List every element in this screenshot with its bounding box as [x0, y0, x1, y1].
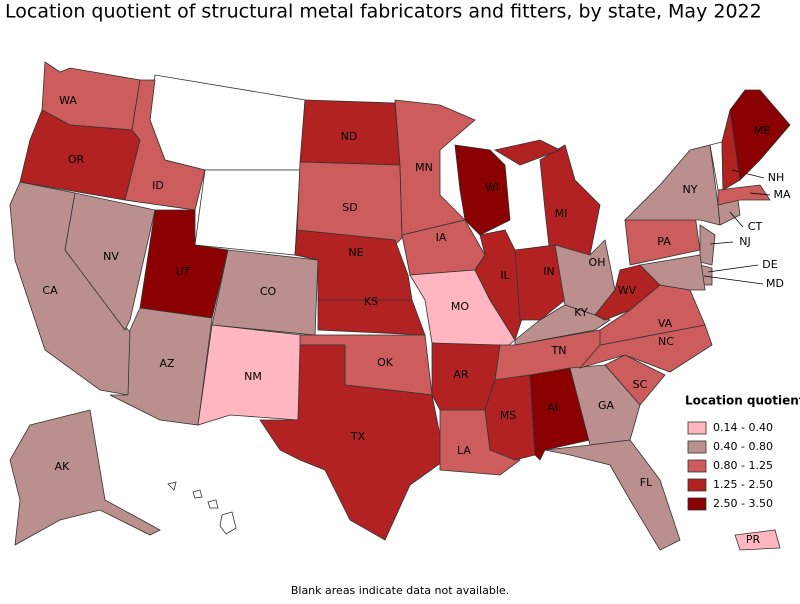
state-label: VA — [658, 317, 673, 330]
state-label: IN — [543, 265, 554, 278]
state-label: NC — [658, 335, 674, 348]
legend-swatch — [687, 459, 707, 473]
state-shape — [544, 439, 681, 551]
legend: 0.14 - 0.40 0.40 - 0.80 0.80 - 1.25 1.25 - … — [687, 421, 773, 511]
hawaii — [167, 481, 237, 535]
legend-swatch — [687, 440, 707, 454]
legend-label: 2.50 - 3.50 — [713, 497, 773, 510]
state-label: PR — [746, 533, 761, 546]
leader-line — [707, 264, 759, 273]
state-label: NE — [348, 246, 363, 259]
legend-title: Location quotient — [685, 394, 800, 408]
state-label: AR — [453, 368, 469, 381]
state-label: ND — [341, 130, 358, 143]
leader-line — [731, 169, 765, 179]
state-label: IL — [500, 269, 510, 282]
map-title: Location quotient of structural metal fa… — [5, 1, 762, 23]
legend-label: 0.14 - 0.40 — [713, 421, 773, 434]
states: WA OR CA NV ID UT AZ CO NM ND SD NE KS OK TX MN IA MO AR LA… — [9, 61, 791, 551]
state-label: TX — [350, 430, 366, 443]
state-shape — [639, 254, 706, 291]
state-label: ME — [754, 124, 770, 137]
state-shape — [149, 74, 306, 171]
state-shape — [9, 409, 161, 546]
state-label: OR — [68, 153, 85, 166]
legend-label: 0.80 - 1.25 — [713, 459, 773, 472]
state-label: MA — [773, 188, 790, 201]
state-label: OH — [589, 256, 606, 269]
state-label: AK — [55, 460, 71, 473]
state-label: FL — [640, 476, 653, 489]
state-label: OK — [377, 356, 394, 369]
state-shape — [729, 89, 791, 181]
state-label: TN — [551, 344, 567, 357]
state-label: ID — [152, 179, 164, 192]
state-label: MI — [555, 207, 568, 220]
state-shape — [454, 144, 511, 236]
leader-line — [703, 275, 764, 285]
state-label: KS — [364, 295, 378, 308]
state-shape — [64, 192, 156, 331]
state-label: UT — [176, 265, 191, 278]
leader-line — [749, 192, 771, 196]
state-label: SC — [633, 378, 648, 391]
state-label: NM — [244, 370, 262, 383]
state-label: WI — [485, 181, 499, 194]
state-shape — [493, 139, 561, 166]
state-label: WV — [618, 284, 637, 297]
state-label: CT — [748, 220, 763, 233]
state-shape — [624, 144, 721, 226]
state-shape — [296, 161, 403, 246]
legend-label: 0.40 - 0.80 — [713, 440, 773, 453]
state-label: SD — [342, 201, 357, 214]
state-shape — [259, 344, 446, 541]
legend-swatch — [687, 497, 707, 511]
state-label: NH — [768, 171, 785, 184]
state-label: IA — [436, 231, 447, 244]
state-label: LA — [457, 444, 471, 457]
no-data-states — [149, 74, 724, 535]
state-label: PA — [657, 235, 671, 248]
legend-label: 1.25 - 2.50 — [713, 478, 773, 491]
state-label: NV — [103, 250, 119, 263]
state-label: MO — [451, 300, 469, 313]
state-shape — [194, 169, 301, 256]
state-label: DE — [762, 258, 777, 271]
state-label: MD — [766, 277, 784, 290]
state-label: CA — [42, 284, 58, 297]
state-shape — [124, 79, 206, 211]
state-label: MS — [500, 409, 516, 422]
state-shape — [394, 99, 476, 236]
state-label: WA — [59, 94, 77, 107]
leader-line — [709, 241, 734, 245]
legend-swatch — [687, 478, 707, 492]
state-shape — [604, 354, 666, 406]
state-shape — [514, 244, 566, 321]
state-shape — [717, 184, 771, 206]
state-shape — [109, 307, 213, 426]
state-label: AZ — [159, 357, 175, 370]
note: Blank areas indicate data not available. — [291, 584, 509, 597]
state-shape — [699, 224, 716, 266]
state-label: NJ — [739, 235, 750, 248]
state-label: GA — [598, 399, 615, 412]
state-label: NY — [683, 183, 698, 196]
state-label: MN — [415, 161, 433, 174]
state-label: KY — [574, 306, 588, 319]
leader-line — [729, 211, 744, 228]
state-shape — [734, 529, 781, 551]
state-label: CO — [260, 285, 277, 298]
state-shape — [539, 144, 601, 256]
state-label: AL — [547, 401, 562, 414]
legend-swatch — [687, 421, 707, 435]
state-shape — [197, 324, 303, 426]
